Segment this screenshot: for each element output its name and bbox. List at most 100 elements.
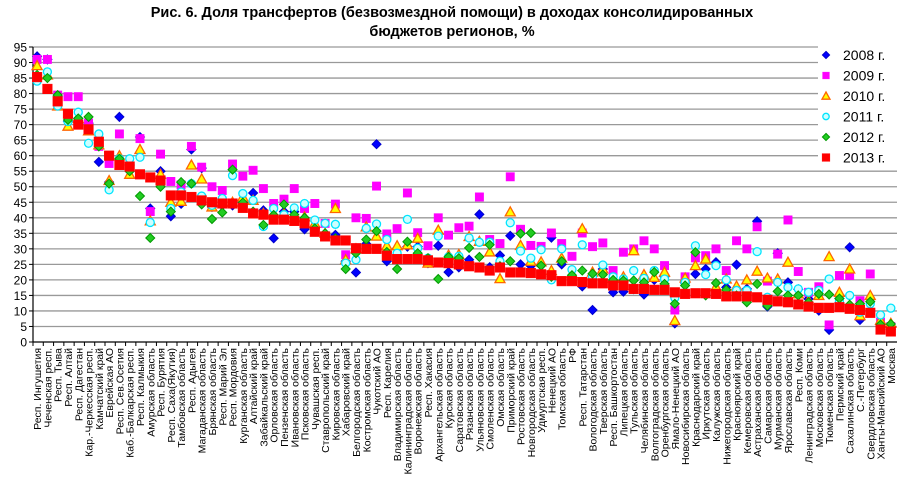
legend-marker-icon bbox=[822, 71, 830, 80]
x-tick-label: Респ. Башкортостан bbox=[608, 348, 620, 447]
data-point bbox=[134, 190, 146, 202]
x-tick-label: Пермский край bbox=[834, 348, 846, 421]
y-tick-label: 30 bbox=[14, 242, 28, 256]
x-tick-label: Тамбовская область bbox=[176, 347, 188, 447]
data-point bbox=[433, 257, 444, 268]
data-point bbox=[721, 275, 731, 285]
x-tick-label: Краснодарский край bbox=[690, 348, 702, 447]
data-point bbox=[268, 233, 279, 244]
data-point bbox=[217, 186, 227, 195]
data-point bbox=[751, 278, 763, 290]
data-point bbox=[422, 255, 434, 266]
data-point bbox=[391, 239, 404, 251]
data-point bbox=[73, 92, 83, 102]
y-tick-label: 35 bbox=[14, 227, 28, 241]
chart-title-line-1: Рис. 6. Доля трансфертов (безвозмездной … bbox=[151, 5, 754, 21]
data-point bbox=[310, 215, 320, 225]
legend-background bbox=[818, 44, 901, 168]
data-point bbox=[299, 218, 310, 229]
data-point bbox=[464, 261, 475, 272]
data-point bbox=[83, 124, 94, 135]
x-tick-label: Новгородская область bbox=[526, 347, 538, 457]
x-tick-label: Респ. Саха(Якутия) bbox=[166, 348, 178, 443]
data-point bbox=[608, 280, 619, 291]
y-tick-label: 40 bbox=[14, 211, 28, 225]
data-point bbox=[546, 228, 556, 238]
data-point bbox=[844, 303, 855, 314]
data-point bbox=[793, 267, 803, 276]
data-point bbox=[710, 288, 722, 299]
data-point bbox=[268, 214, 279, 225]
data-point bbox=[443, 266, 454, 278]
x-tick-label: Чукотский АО bbox=[372, 348, 384, 415]
x-tick-label: Смоленская область bbox=[485, 347, 497, 449]
data-point bbox=[598, 260, 608, 270]
data-point bbox=[320, 231, 331, 242]
data-point bbox=[638, 283, 650, 294]
data-point bbox=[515, 246, 526, 256]
y-tick-label: 45 bbox=[14, 196, 28, 210]
x-tick-label: Ханты-Мансийский АО bbox=[876, 348, 888, 459]
x-tick-label: Нижегородская область bbox=[721, 347, 733, 464]
y-tick-label: 70 bbox=[14, 118, 28, 132]
x-tick-label: Кемеровская область bbox=[742, 347, 754, 453]
data-point bbox=[320, 218, 330, 229]
data-point bbox=[176, 190, 187, 201]
data-point bbox=[248, 195, 258, 206]
x-tick-label: Белгородская область bbox=[351, 347, 363, 456]
x-tick-label: Тюменская область bbox=[824, 347, 836, 443]
data-point bbox=[649, 244, 659, 254]
data-point bbox=[690, 288, 701, 299]
data-point bbox=[175, 194, 188, 206]
data-point bbox=[42, 72, 53, 84]
x-tick-label: Ульяновская область bbox=[474, 347, 486, 451]
data-point bbox=[310, 199, 320, 208]
x-tick-label: Магаданская область bbox=[197, 347, 209, 453]
x-tick-label: Камчатский край bbox=[94, 348, 106, 430]
data-point bbox=[93, 156, 105, 168]
x-tick-label: Новосибирская область bbox=[680, 347, 692, 464]
legend-marker-icon bbox=[821, 153, 831, 162]
data-point bbox=[411, 231, 424, 243]
x-tick-label: Респ. Сев.Осетия bbox=[114, 348, 126, 434]
data-point bbox=[772, 286, 783, 297]
data-point bbox=[701, 269, 711, 280]
x-tick-label: Москва bbox=[886, 348, 898, 384]
x-tick-label: Забайкальский край bbox=[258, 348, 270, 447]
x-tick-label: Мурманская область bbox=[773, 347, 785, 450]
x-tick-label: Тульская область bbox=[629, 347, 641, 433]
data-point bbox=[772, 296, 783, 307]
data-point bbox=[885, 326, 896, 337]
data-point bbox=[536, 269, 547, 280]
x-tick-label: Ростовская область bbox=[516, 347, 528, 445]
data-point bbox=[381, 250, 392, 261]
data-point bbox=[258, 209, 269, 220]
data-point bbox=[577, 265, 588, 276]
y-tick-label: 15 bbox=[14, 289, 28, 303]
data-point bbox=[773, 249, 783, 259]
data-point bbox=[155, 175, 166, 186]
x-tick-label: Ивановская область bbox=[289, 347, 301, 447]
x-tick-label: Респ. Алтай bbox=[63, 348, 75, 407]
x-tick-label: Иркутская область bbox=[701, 347, 713, 439]
x-tick-label: Калининградская область bbox=[402, 347, 414, 474]
data-point bbox=[392, 254, 403, 265]
data-point bbox=[412, 254, 423, 265]
data-point bbox=[721, 291, 732, 302]
data-point bbox=[278, 214, 290, 225]
gridlines bbox=[33, 46, 897, 328]
legend-label: 2013 г. bbox=[843, 150, 885, 166]
data-point bbox=[823, 289, 835, 300]
data-point bbox=[761, 271, 774, 283]
data-point bbox=[505, 172, 515, 182]
data-point bbox=[783, 215, 793, 225]
data-point bbox=[834, 271, 844, 280]
data-point bbox=[309, 226, 320, 237]
data-point bbox=[145, 207, 155, 217]
x-tick-label: Еврейская АО bbox=[104, 348, 116, 418]
data-point bbox=[659, 284, 670, 295]
data-point bbox=[289, 215, 300, 226]
data-point bbox=[782, 297, 794, 308]
